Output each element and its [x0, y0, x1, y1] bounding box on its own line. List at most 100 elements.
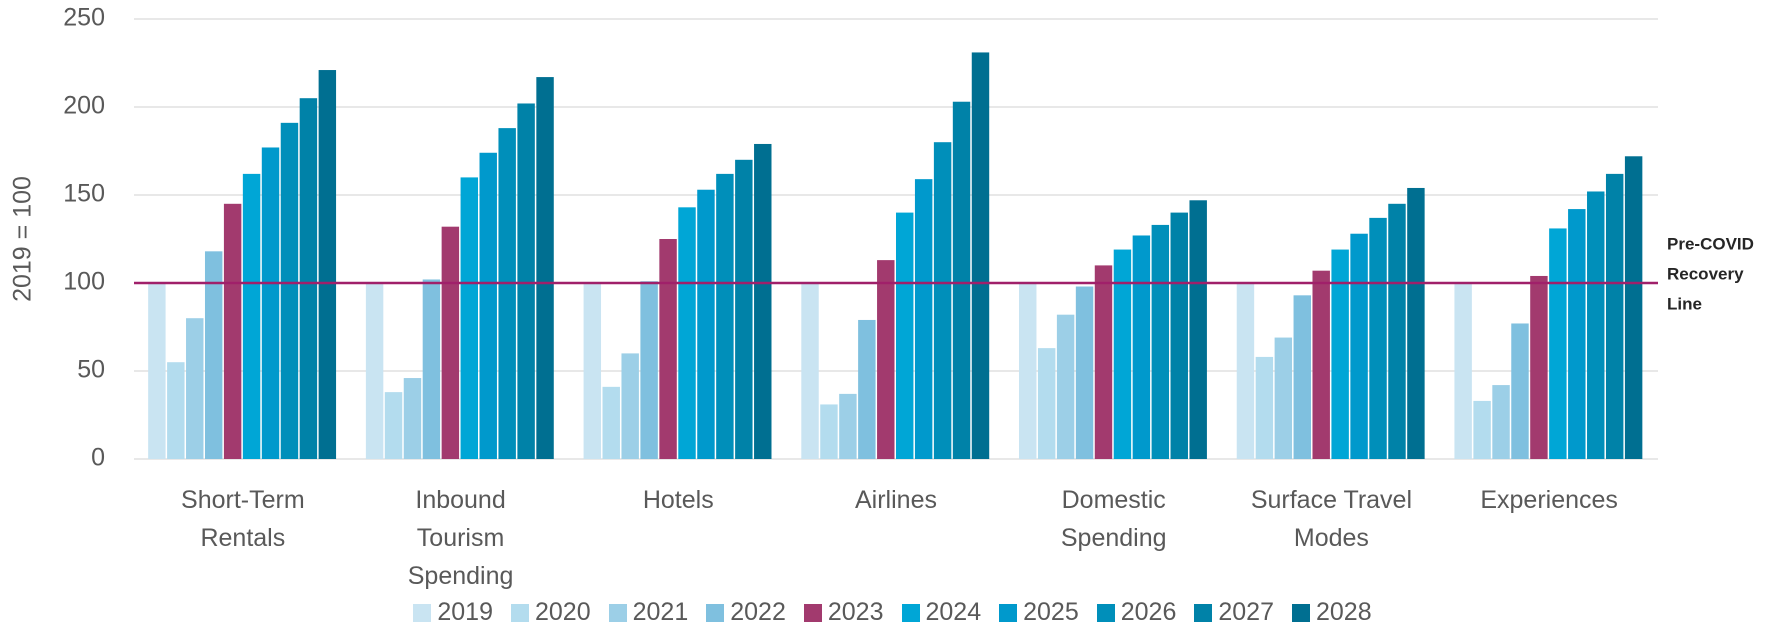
bar — [261, 147, 280, 460]
bar — [280, 122, 299, 459]
bar — [1454, 283, 1472, 459]
bar — [1255, 356, 1274, 459]
legend-item: 2023 — [803, 598, 884, 627]
bar — [1113, 249, 1132, 459]
bar — [801, 283, 819, 459]
legend-swatch — [511, 603, 529, 622]
bar — [1056, 314, 1075, 459]
bar — [1170, 212, 1188, 459]
y-tick-label: 50 — [77, 356, 105, 384]
bar — [583, 283, 602, 459]
reference-label: Pre-COVID — [1667, 234, 1754, 253]
legend-swatch — [803, 603, 822, 622]
bar — [914, 179, 933, 459]
legend-label: 2027 — [1218, 598, 1274, 626]
bar — [498, 128, 516, 459]
bar — [839, 393, 857, 459]
bar — [1019, 283, 1037, 459]
bar — [735, 159, 753, 460]
bar — [1587, 191, 1605, 460]
legend-label: 2022 — [730, 598, 786, 626]
bar — [167, 362, 185, 459]
legend-item: 2020 — [511, 598, 591, 627]
legend-swatch — [1096, 603, 1115, 622]
legend-item: 2024 — [901, 598, 982, 627]
legend-swatch — [1292, 603, 1310, 622]
x-tick-label: Hotels — [642, 486, 714, 514]
bar — [403, 378, 422, 459]
bar — [640, 281, 658, 459]
bar — [148, 283, 166, 459]
bar — [460, 177, 479, 459]
legend-label: 2020 — [535, 598, 591, 626]
bar — [1530, 275, 1548, 459]
bar — [716, 173, 734, 459]
legend-label: 2028 — [1316, 598, 1372, 626]
legend-item: 2025 — [999, 598, 1079, 627]
legend-label: 2026 — [1120, 598, 1177, 626]
bar — [1293, 295, 1311, 459]
bar — [952, 101, 971, 459]
legend-item: 2028 — [1292, 598, 1372, 627]
reference-label: Line — [1667, 294, 1702, 313]
bar — [1236, 283, 1255, 459]
bar — [441, 226, 460, 459]
bar — [479, 152, 497, 459]
bar — [1094, 265, 1113, 459]
bar — [1568, 209, 1586, 459]
legend-label: 2021 — [632, 598, 689, 626]
bar — [858, 319, 876, 459]
bar — [1624, 156, 1643, 459]
bar — [1151, 224, 1170, 459]
legend-swatch — [1194, 603, 1213, 622]
bar — [1407, 187, 1425, 459]
legend-item: 2027 — [1194, 598, 1274, 627]
bar — [659, 239, 677, 459]
legend-item: 2026 — [1096, 598, 1177, 627]
y-tick-label: 150 — [63, 180, 105, 208]
bar — [242, 173, 261, 459]
x-tick-label: Surface Travel Modes — [1250, 486, 1413, 552]
legend-item: 2019 — [413, 598, 493, 627]
x-tick-label: Airlines — [855, 486, 937, 514]
legend-label: 2023 — [827, 598, 884, 626]
legend-item: 2022 — [706, 598, 786, 627]
bar — [678, 207, 696, 459]
x-tick-label: Domestic Spending — [1060, 486, 1167, 552]
bar — [1350, 233, 1368, 459]
legend-swatch — [706, 603, 725, 622]
bar — [299, 98, 318, 459]
bar — [621, 353, 639, 459]
bar — [1274, 337, 1293, 459]
bar — [1331, 249, 1349, 459]
bar — [1037, 348, 1056, 459]
bar — [1492, 385, 1510, 459]
y-tick-label: 0 — [91, 444, 105, 472]
bar — [1388, 203, 1406, 459]
bar — [536, 77, 554, 459]
bar — [896, 212, 914, 459]
bar — [384, 392, 403, 459]
bar — [754, 143, 772, 459]
bar — [318, 70, 337, 459]
y-axis-title: 2019 = 100 — [9, 176, 37, 302]
legend-label: 2024 — [925, 598, 982, 626]
bar — [1312, 270, 1330, 459]
bar — [1473, 400, 1491, 459]
bar — [602, 386, 620, 459]
bar — [1605, 173, 1624, 459]
bar — [1189, 200, 1207, 459]
y-tick-label: 250 — [63, 4, 105, 32]
legend: 2019 2020 2021 2022 2023 2024 2025 2026 2027 2028 — [0, 598, 1785, 627]
bar — [697, 189, 715, 459]
legend-swatch — [999, 603, 1018, 622]
bar — [223, 203, 242, 459]
x-tick-label: Experiences — [1480, 486, 1618, 514]
reference-label: Recovery — [1667, 264, 1744, 283]
x-tick-label: Inbound Tourism Spending — [407, 486, 514, 590]
bar — [1075, 286, 1094, 459]
bar — [1369, 217, 1387, 459]
bar — [204, 251, 223, 459]
